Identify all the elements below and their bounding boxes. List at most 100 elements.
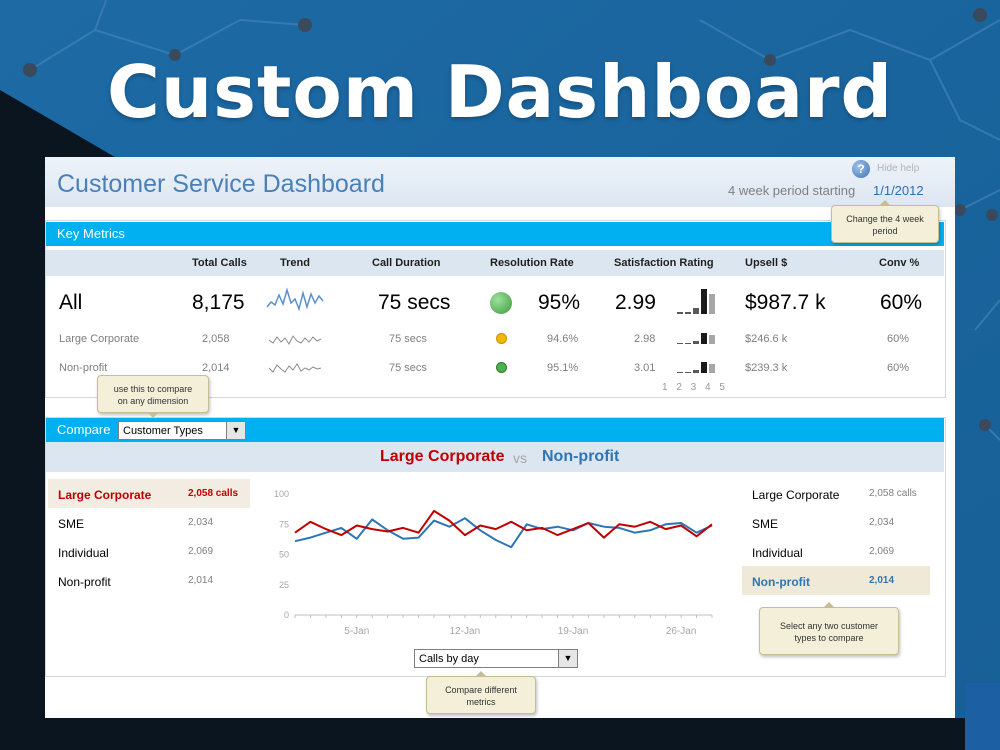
row-all-upsell: $987.7 k	[745, 291, 826, 314]
series-line-large-corporate	[294, 509, 713, 539]
tooltip-select-types: Select any two customer types to compare	[759, 602, 899, 655]
tooltip-line: metrics	[466, 697, 496, 707]
col-total-calls: Total Calls	[192, 257, 247, 269]
row-non-profit-rating-distribution	[677, 362, 715, 373]
list-item-value: 2,058 calls	[188, 488, 239, 499]
row-all-trend-sparkline	[266, 287, 324, 312]
right-list-item-sme[interactable]: SME 2,034	[742, 508, 930, 537]
row-non-profit-resolution: 95.1%	[547, 362, 579, 374]
tooltip-line: Select any two customer	[779, 621, 879, 631]
dashboard-panel: Customer Service Dashboard ? Hide help 4…	[45, 157, 955, 718]
list-item-value: 2,014	[869, 575, 895, 586]
list-item-name: Individual	[58, 546, 109, 560]
status-amber-icon	[496, 333, 507, 344]
tooltip-compare-dimension: use this to compare on any dimension	[97, 375, 209, 418]
list-item-name: Individual	[752, 546, 803, 560]
row-all-duration: 75 secs	[378, 291, 451, 314]
row-large-corporate-upsell: $246.6 k	[745, 333, 788, 345]
period-date-input[interactable]: 1/1/2012	[873, 183, 924, 198]
chevron-down-icon[interactable]: ▼	[226, 422, 245, 439]
dashboard-header: Customer Service Dashboard ? Hide help 4…	[45, 157, 955, 207]
x-tick-label: 26-Jan	[666, 626, 697, 637]
hero-title: Custom Dashboard	[106, 50, 894, 134]
metrics-header-row	[46, 250, 944, 276]
row-all-rating-distribution	[677, 289, 715, 314]
y-tick-label: 75	[279, 519, 289, 529]
left-list-item-large-corporate[interactable]: Large Corporate 2,058 calls	[48, 479, 250, 508]
row-large-corporate-total-calls: 2,058	[202, 333, 230, 345]
comparison-banner	[46, 442, 944, 472]
row-all-total-calls: 8,175	[192, 291, 245, 314]
tooltip-line: period	[872, 226, 898, 236]
col-satisfaction: Satisfaction Rating	[614, 257, 714, 269]
row-large-corporate-satisfaction: 2.98	[634, 333, 656, 345]
list-item-value: 2,034	[188, 517, 214, 528]
row-large-corporate-resolution: 94.6%	[547, 333, 579, 345]
row-non-profit-duration: 75 secs	[389, 362, 427, 374]
right-list-item-large-corporate[interactable]: Large Corporate 2,058 calls	[742, 479, 930, 508]
row-large-corporate-trend-sparkline	[268, 335, 322, 345]
dimension-select-value: Customer Types	[123, 425, 203, 437]
row-non-profit-trend-sparkline	[268, 363, 322, 373]
status-green-icon	[490, 292, 512, 314]
row-non-profit-upsell: $239.3 k	[745, 362, 788, 374]
tooltip-change-period: Change the 4 week period	[831, 200, 939, 243]
row-all-satisfaction: 2.99	[615, 291, 656, 314]
x-tick-label: 19-Jan	[558, 626, 589, 637]
row-large-corporate-name: Large Corporate	[59, 333, 140, 345]
hide-help-link[interactable]: Hide help	[877, 163, 920, 174]
key-metrics-label: Key Metrics	[57, 226, 125, 241]
list-item-value: 2,058 calls	[869, 488, 917, 499]
dashboard-title: Customer Service Dashboard	[57, 170, 385, 198]
metric-select[interactable]: Calls by day ▼	[414, 649, 578, 668]
comparison-series-a: Large Corporate	[380, 448, 505, 465]
key-metrics-bar: Key Metrics	[45, 222, 944, 246]
col-call-duration: Call Duration	[372, 257, 441, 269]
y-tick-label: 0	[284, 610, 289, 620]
row-all-conv: 60%	[880, 291, 923, 314]
question-icon[interactable]: ?	[852, 160, 870, 178]
row-non-profit-conv: 60%	[887, 362, 910, 374]
row-non-profit-total-calls: 2,014	[202, 362, 230, 374]
y-tick-label: 50	[279, 550, 289, 560]
chevron-down-icon[interactable]: ▼	[558, 650, 577, 667]
right-list-item-individual[interactable]: Individual 2,069	[742, 537, 930, 566]
rating-ticks: 1 2 3 4 5	[662, 382, 728, 393]
list-item-name: Non-profit	[752, 575, 810, 589]
list-item-value: 2,069	[869, 546, 895, 557]
y-tick-label: 25	[279, 580, 289, 590]
comparison-series-b: Non-profit	[542, 448, 620, 465]
row-all-name: All	[59, 291, 83, 314]
right-list-item-non-profit[interactable]: Non-profit 2,014	[742, 566, 930, 595]
dimension-select[interactable]: Customer Types ▼	[118, 421, 246, 440]
x-tick-label: 12-Jan	[450, 626, 481, 637]
col-upsell: Upsell $	[745, 257, 788, 269]
left-list-item-sme[interactable]: SME 2,034	[48, 508, 250, 537]
list-item-name: Large Corporate	[752, 488, 840, 502]
col-trend: Trend	[280, 257, 310, 269]
left-list-item-non-profit[interactable]: Non-profit 2,014	[48, 566, 250, 595]
tooltip-line: on any dimension	[117, 396, 189, 406]
series-line-non-profit	[294, 517, 713, 549]
tooltip-line: use this to compare	[113, 384, 193, 394]
row-large-corporate-rating-distribution	[677, 333, 715, 344]
tooltip-line: types to compare	[794, 633, 864, 643]
left-list-item-individual[interactable]: Individual 2,069	[48, 537, 250, 566]
calls-line-chart: 0 25 50 75 100 5-Jan 12-Jan 19-Jan 26-Jan	[274, 489, 713, 637]
row-non-profit-satisfaction: 3.01	[634, 362, 656, 374]
col-resolution-rate: Resolution Rate	[490, 257, 574, 269]
tooltip-compare-metrics: Compare different metrics	[426, 671, 536, 714]
list-item-name: SME	[752, 517, 779, 531]
tooltip-line: Compare different	[445, 685, 517, 695]
status-green-small-icon	[496, 362, 507, 373]
y-tick-label: 100	[274, 489, 289, 499]
row-all-resolution: 95%	[538, 291, 581, 314]
key-metrics-box	[45, 220, 946, 398]
metric-select-value: Calls by day	[419, 653, 479, 665]
list-item-name: Non-profit	[58, 575, 111, 589]
row-large-corporate-duration: 75 secs	[389, 333, 427, 345]
list-item-name: SME	[58, 517, 85, 531]
row-non-profit-name: Non-profit	[59, 362, 108, 374]
comparison-vs: vs	[513, 450, 527, 466]
list-item-value: 2,034	[869, 517, 895, 528]
